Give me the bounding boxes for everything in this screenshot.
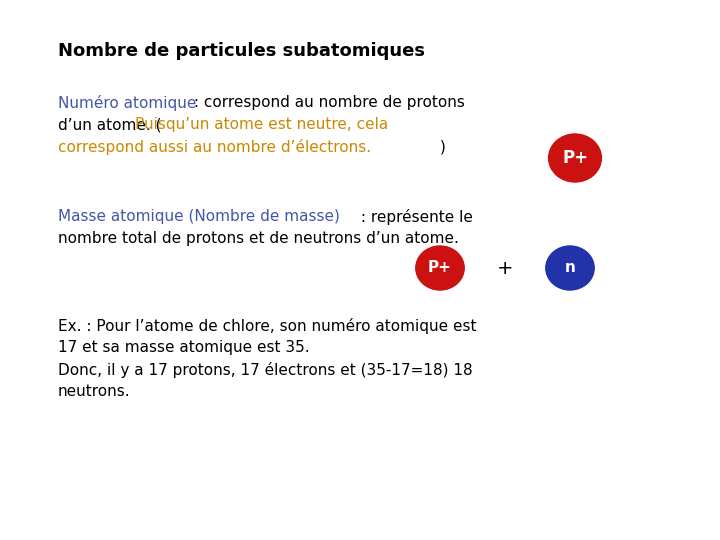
Text: n: n — [564, 260, 575, 275]
Text: P+: P+ — [428, 260, 452, 275]
Text: P+: P+ — [562, 149, 588, 167]
Text: Nombre de particules subatomiques: Nombre de particules subatomiques — [58, 42, 425, 60]
Text: neutrons.: neutrons. — [58, 384, 130, 399]
Text: ): ) — [440, 139, 446, 154]
Text: Ex. : Pour l’atome de chlore, son numéro atomique est: Ex. : Pour l’atome de chlore, son numéro… — [58, 318, 477, 334]
Text: nombre total de protons et de neutrons d’un atome.: nombre total de protons et de neutrons d… — [58, 231, 459, 246]
Text: +: + — [497, 259, 513, 278]
Text: : correspond au nombre de protons: : correspond au nombre de protons — [189, 95, 465, 110]
Ellipse shape — [546, 246, 594, 290]
Text: d’un atome. (: d’un atome. ( — [58, 117, 161, 132]
Ellipse shape — [416, 246, 464, 290]
Text: Puisqu’un atome est neutre, cela: Puisqu’un atome est neutre, cela — [135, 117, 388, 132]
Text: Numéro atomique: Numéro atomique — [58, 95, 197, 111]
Ellipse shape — [549, 134, 601, 182]
Text: Masse atomique (Nombre de masse): Masse atomique (Nombre de masse) — [58, 209, 340, 224]
Text: correspond aussi au nombre d’électrons.: correspond aussi au nombre d’électrons. — [58, 139, 371, 155]
Text: : représente le: : représente le — [356, 209, 473, 225]
Text: Donc, il y a 17 protons, 17 électrons et (35-17=18) 18: Donc, il y a 17 protons, 17 électrons et… — [58, 362, 472, 378]
Text: 17 et sa masse atomique est 35.: 17 et sa masse atomique est 35. — [58, 340, 310, 355]
